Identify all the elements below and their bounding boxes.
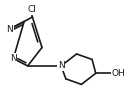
Text: N: N (58, 61, 65, 70)
Text: OH: OH (111, 69, 125, 78)
Text: N: N (6, 25, 13, 34)
Text: Cl: Cl (28, 5, 37, 14)
Text: N: N (10, 54, 17, 63)
